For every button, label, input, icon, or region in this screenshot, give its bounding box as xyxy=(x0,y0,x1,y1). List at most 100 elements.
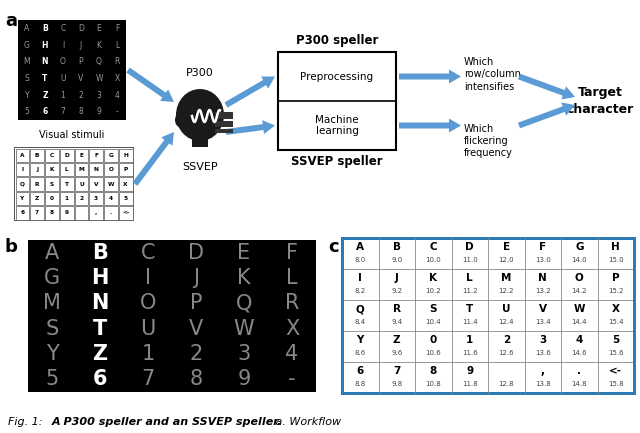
Text: J: J xyxy=(80,41,82,49)
Text: 7: 7 xyxy=(393,366,401,376)
Bar xyxy=(119,206,132,220)
Bar xyxy=(28,240,316,392)
Text: 9: 9 xyxy=(466,366,474,376)
Text: 4: 4 xyxy=(285,344,299,364)
Text: 8: 8 xyxy=(50,210,54,215)
Text: 12.6: 12.6 xyxy=(499,350,514,356)
Text: 8.4: 8.4 xyxy=(355,319,366,325)
Text: 6: 6 xyxy=(356,366,364,376)
Text: 9.6: 9.6 xyxy=(391,350,403,356)
Text: W: W xyxy=(234,319,254,339)
Text: -: - xyxy=(116,107,118,116)
Text: 13.8: 13.8 xyxy=(535,381,550,388)
Bar xyxy=(15,192,29,205)
Text: D: D xyxy=(64,153,69,158)
Text: 2: 2 xyxy=(189,344,203,364)
Bar xyxy=(45,149,59,162)
Text: S: S xyxy=(50,181,54,187)
Text: A: A xyxy=(24,24,29,33)
Text: V: V xyxy=(189,319,203,339)
Text: X: X xyxy=(124,181,128,187)
Bar xyxy=(89,163,103,176)
Text: T: T xyxy=(65,181,68,187)
Text: 0: 0 xyxy=(429,335,437,345)
Text: T: T xyxy=(42,74,48,83)
Bar xyxy=(45,192,59,205)
Bar xyxy=(104,149,118,162)
Text: X: X xyxy=(285,319,299,339)
Text: Fig. 1:: Fig. 1: xyxy=(8,417,46,427)
Text: L: L xyxy=(115,41,119,49)
Text: O: O xyxy=(575,273,584,283)
Text: 3: 3 xyxy=(237,344,251,364)
Text: F: F xyxy=(115,24,119,33)
Text: 9: 9 xyxy=(97,107,101,116)
Bar xyxy=(215,112,233,119)
Text: 13.4: 13.4 xyxy=(535,319,550,325)
Text: K: K xyxy=(50,167,54,172)
Text: 6: 6 xyxy=(20,210,24,215)
Text: F: F xyxy=(539,242,547,252)
Text: M: M xyxy=(501,273,511,283)
Text: A: A xyxy=(45,242,59,263)
Text: P: P xyxy=(124,167,128,172)
Text: X: X xyxy=(612,304,620,314)
Text: a. Workflow: a. Workflow xyxy=(272,417,341,427)
Bar xyxy=(104,192,118,205)
Text: 2: 2 xyxy=(502,335,510,345)
Bar xyxy=(89,192,103,205)
Text: B: B xyxy=(35,153,39,158)
Text: 3: 3 xyxy=(539,335,547,345)
Text: .: . xyxy=(577,366,581,376)
Text: D: D xyxy=(78,24,84,33)
Bar xyxy=(60,206,74,220)
Text: U: U xyxy=(79,181,84,187)
Text: 4: 4 xyxy=(575,335,583,345)
Text: O: O xyxy=(60,57,66,66)
Text: R: R xyxy=(393,304,401,314)
Text: H: H xyxy=(42,41,48,49)
Text: Y: Y xyxy=(356,335,364,345)
Text: 8: 8 xyxy=(429,366,437,376)
Text: Z: Z xyxy=(42,90,48,100)
Text: Q: Q xyxy=(96,57,102,66)
Text: Machine
learning: Machine learning xyxy=(315,115,359,136)
Text: 4: 4 xyxy=(109,196,113,201)
Bar xyxy=(45,206,59,220)
Text: 10.2: 10.2 xyxy=(426,288,441,294)
Bar xyxy=(278,52,396,150)
Text: Which
flickering
frequency: Which flickering frequency xyxy=(464,123,513,158)
Text: C: C xyxy=(429,242,437,252)
Text: 15.6: 15.6 xyxy=(608,350,623,356)
Bar xyxy=(104,163,118,176)
Text: 5: 5 xyxy=(124,196,128,201)
Text: Z: Z xyxy=(35,196,39,201)
Text: Y: Y xyxy=(45,344,58,364)
Text: 4: 4 xyxy=(115,90,120,100)
Bar xyxy=(119,163,132,176)
Text: Visual stimuli: Visual stimuli xyxy=(39,130,105,140)
Text: 15.0: 15.0 xyxy=(608,257,623,263)
Bar xyxy=(15,177,29,191)
Text: SSVEP speller: SSVEP speller xyxy=(291,155,383,168)
Text: W: W xyxy=(108,181,114,187)
Text: a: a xyxy=(5,12,17,30)
Text: B: B xyxy=(393,242,401,252)
Text: 9: 9 xyxy=(65,210,68,215)
Text: B: B xyxy=(92,242,108,263)
Text: 15.4: 15.4 xyxy=(608,319,623,325)
Text: 15.2: 15.2 xyxy=(608,288,623,294)
Text: F: F xyxy=(94,153,98,158)
Text: E: E xyxy=(502,242,510,252)
Text: F: F xyxy=(286,242,298,263)
Text: 12.4: 12.4 xyxy=(499,319,514,325)
Text: 12.0: 12.0 xyxy=(499,257,514,263)
Text: -: - xyxy=(288,369,296,389)
Bar xyxy=(74,149,88,162)
Bar xyxy=(30,149,44,162)
Text: R: R xyxy=(285,293,299,313)
Bar xyxy=(74,163,88,176)
Text: J: J xyxy=(395,273,399,283)
Text: 1: 1 xyxy=(141,344,155,364)
Text: 14.4: 14.4 xyxy=(572,319,587,325)
